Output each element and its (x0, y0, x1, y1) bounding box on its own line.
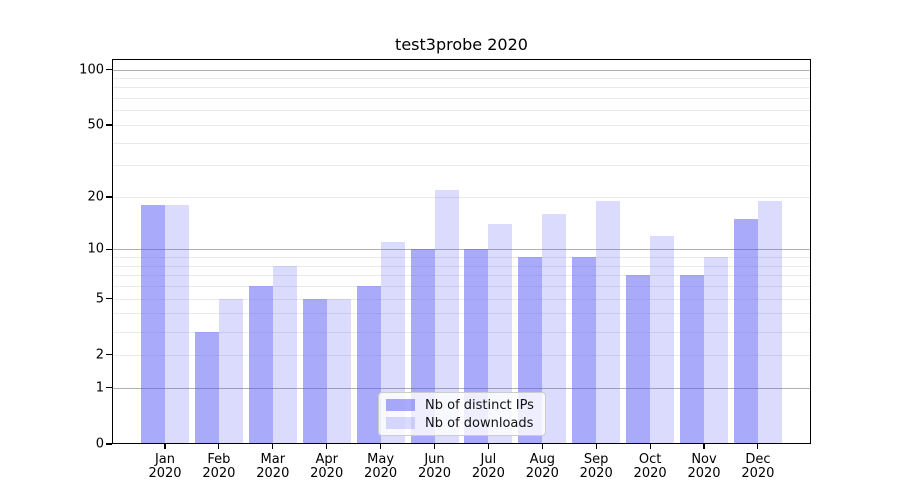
gridline-minor (112, 110, 811, 112)
x-tick-mark (326, 444, 328, 449)
x-tick-label: Mar 2020 (256, 452, 290, 481)
x-tick-label: Jul 2020 (471, 452, 505, 481)
y-tick-mark (106, 298, 112, 300)
gridline-minor (112, 98, 811, 100)
x-tick-mark (380, 444, 382, 449)
gridline-major (112, 69, 811, 71)
x-tick-label: Jun 2020 (417, 452, 452, 481)
y-tick-mark (106, 68, 112, 71)
bar-downloads (326, 298, 351, 444)
x-tick-label: Jan 2020 (148, 452, 182, 481)
bar-downloads (650, 235, 675, 444)
gridline-minor (112, 354, 811, 356)
x-tick-mark (164, 444, 166, 449)
x-tick-label: Sep 2020 (579, 452, 613, 481)
gridline-minor (112, 331, 811, 333)
gridline-minor (112, 257, 811, 259)
legend-label-distinct-ips: Nb of distinct IPs (425, 397, 534, 413)
bar-downloads (218, 298, 243, 444)
bar-downloads (165, 205, 189, 444)
gridlines-layer (112, 59, 811, 444)
gridline-minor (112, 124, 811, 126)
bar-downloads (704, 257, 728, 444)
bar-downloads (757, 200, 782, 444)
bar-downloads (596, 200, 621, 444)
x-tick-label: Aug 2020 (525, 452, 559, 481)
gridline-minor (112, 275, 811, 277)
y-tick-label: 100 (79, 62, 104, 78)
x-tick-label: Nov 2020 (687, 452, 721, 481)
y-tick-mark (106, 443, 112, 445)
legend: Nb of distinct IPs Nb of downloads (378, 392, 546, 436)
legend-item-distinct-ips: Nb of distinct IPs (386, 397, 537, 413)
x-tick-label: Apr 2020 (310, 452, 344, 481)
y-tick-mark (106, 248, 112, 251)
gridline-minor (112, 87, 811, 89)
y-tick-label: 20 (87, 189, 104, 205)
gridline-minor (112, 265, 811, 267)
y-tick-mark (106, 196, 112, 198)
gridline-minor (112, 286, 811, 288)
x-tick-mark (272, 444, 274, 449)
x-tick-mark (487, 444, 489, 449)
bar-distinct-ips (626, 275, 651, 444)
y-tick-label: 1 (95, 380, 104, 396)
y-tick-label: 5 (95, 291, 104, 307)
bar-distinct-ips (248, 286, 273, 444)
y-tick-label: 10 (87, 241, 104, 257)
bar-distinct-ips (302, 298, 327, 444)
x-tick-mark (703, 444, 705, 449)
x-tick-mark (218, 444, 220, 449)
gridline-major (112, 249, 811, 251)
gridline-minor (112, 165, 811, 167)
legend-item-downloads: Nb of downloads (386, 415, 537, 431)
y-tick-mark (106, 387, 112, 389)
legend-swatch-distinct-ips (386, 399, 415, 411)
bar-distinct-ips (141, 205, 165, 444)
bar-distinct-ips (356, 286, 381, 444)
gridline-minor (112, 196, 811, 198)
bar-distinct-ips (733, 219, 758, 444)
x-tick-mark (541, 444, 543, 449)
bar-downloads (542, 214, 567, 444)
legend-swatch-downloads (386, 417, 415, 429)
bar-distinct-ips (572, 257, 597, 444)
y-tick-mark (106, 354, 112, 356)
y-tick-mark (106, 124, 112, 126)
bars-layer (112, 59, 811, 444)
x-tick-mark (757, 444, 759, 449)
bar-distinct-ips (680, 275, 704, 444)
bar-distinct-ips (194, 331, 219, 444)
y-tick-label: 50 (87, 117, 104, 133)
gridline-minor (112, 298, 811, 300)
x-tick-mark (649, 444, 651, 449)
x-tick-label: May 2020 (364, 452, 398, 481)
y-tick-label: 0 (95, 436, 104, 452)
gridline-minor (112, 313, 811, 315)
gridline-major (112, 387, 811, 389)
gridline-minor (112, 77, 811, 79)
bar-downloads (272, 265, 297, 444)
x-tick-mark (433, 444, 436, 449)
legend-label-downloads: Nb of downloads (425, 415, 534, 431)
chart-title: test3probe 2020 (395, 35, 528, 54)
x-tick-label: Oct 2020 (633, 452, 667, 481)
x-tick-label: Dec 2020 (741, 452, 775, 481)
x-tick-mark (595, 444, 597, 449)
y-tick-label: 2 (95, 347, 104, 363)
gridline-minor (112, 142, 811, 144)
x-tick-label: Feb 2020 (202, 452, 236, 481)
